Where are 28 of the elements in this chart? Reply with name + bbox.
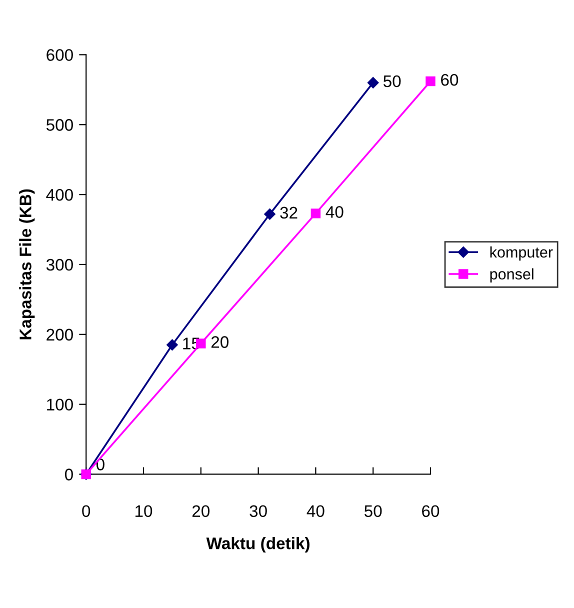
x-axis-title: Waktu (detik): [206, 537, 310, 553]
y-tick-label: 600: [46, 49, 73, 61]
y-tick-label: 0: [64, 468, 73, 480]
y-axis-title: Kapasitas File (KB): [19, 189, 35, 340]
point: [367, 77, 379, 88]
y-tick-label: 300: [46, 258, 73, 271]
annotation: 60: [441, 74, 458, 86]
point: [310, 208, 321, 218]
x-tick-label: 30: [250, 505, 267, 518]
x-tick-label: 60: [422, 505, 440, 518]
x-tick-label: 40: [306, 505, 324, 518]
annotation: 20: [211, 336, 229, 348]
y-tick-label: 500: [46, 119, 73, 131]
x-tick-label: 0: [82, 505, 90, 518]
y-tick-label: 400: [46, 188, 73, 201]
y-tick-label: 100: [47, 398, 73, 411]
legend-label: komputer: [490, 246, 553, 261]
annotation: 50: [383, 75, 401, 88]
y-tick-label: 200: [46, 328, 73, 341]
point: [426, 76, 436, 86]
annotation: 32: [280, 206, 298, 219]
annotation: 40: [326, 206, 344, 218]
point: [166, 339, 178, 350]
x-tick-label: 20: [192, 505, 210, 518]
x-tick-label: 50: [364, 505, 382, 518]
legend-label: ponsel: [490, 268, 534, 283]
x-tick-label: 10: [136, 505, 152, 518]
point: [264, 208, 276, 220]
